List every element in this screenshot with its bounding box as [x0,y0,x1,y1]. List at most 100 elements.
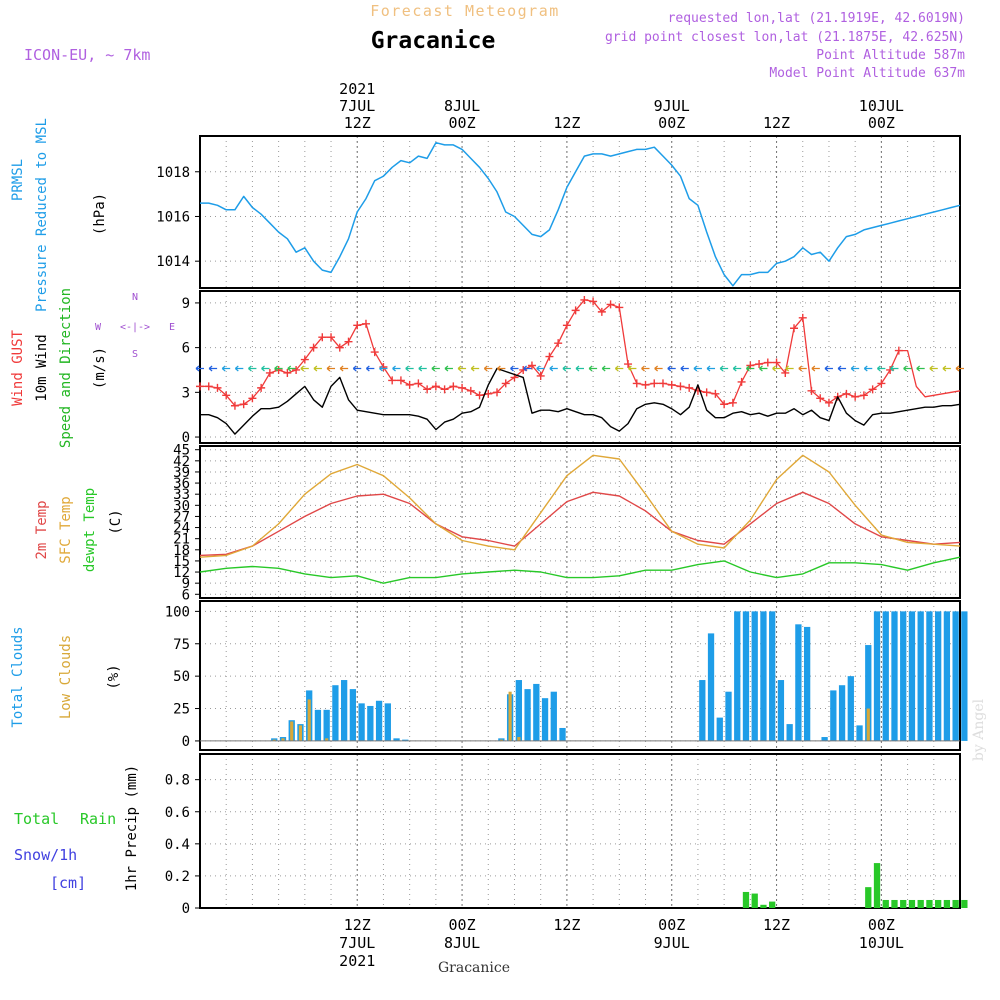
gust-marker [807,386,816,395]
total-cloud-bar [803,626,811,741]
low-cloud-bar [866,708,870,741]
low-cloud-bar [281,738,285,741]
low-cloud-bar [325,738,329,741]
wind-unit: (m/s) [92,347,108,389]
gust-marker [859,391,868,400]
gust-marker [536,371,545,380]
total-cloud-bar [847,676,854,741]
wind-dir-title: Speed and Direction [58,288,74,448]
gust-marker [868,385,877,394]
gust-marker [335,343,344,352]
wind-direction-arrow [195,365,204,372]
wind-direction-arrow [719,365,729,372]
bottom-time-label: 8JUL [444,934,480,952]
gust-marker [431,382,440,391]
compass-arrow: <-|-> [120,322,150,333]
wind-direction-arrow [955,365,964,372]
sfc-temp-line [199,454,961,558]
wind-direction-arrow [483,365,493,372]
precip-title: 1hr Precip (mm) [124,765,140,891]
gust-marker [737,377,746,386]
total-cloud-bar [943,611,951,741]
total-cloud-bar [838,685,846,741]
y-tick-label: 1018 [156,165,190,181]
model-altitude: Model Point Altitude 637m [769,66,965,81]
low-cloud-bar [508,691,512,741]
temp-unit: (C) [108,509,124,534]
total-cloud-bar [952,611,959,741]
gust-title: Wind GUST [10,330,26,406]
gust-marker [222,391,231,400]
top-time-label: 00Z [868,114,895,132]
pressure-title-2: Pressure Reduced to MSL [34,118,50,312]
gust-line [200,299,961,407]
y-tick-label: 0.4 [165,837,190,853]
total-cloud-bar [358,703,365,741]
gust-marker [755,360,764,369]
gust-marker [720,400,729,409]
total-cloud-bar [908,611,916,741]
gust-marker [842,389,851,398]
rain-bar [926,899,933,908]
y-tick-label: 15 [173,554,190,570]
gust-marker [370,348,379,357]
gust-marker [501,379,510,388]
wind-direction-arrow [470,365,480,372]
rain-bar [908,899,916,908]
gust-marker [894,346,903,355]
gust-marker [562,321,571,330]
bottom-time-label: 12Z [344,916,371,934]
gust-marker [632,379,641,388]
low-cloud-bar [272,739,276,741]
y-tick-label: 12 [173,565,190,581]
legend-snow-unit: [cm] [50,874,86,892]
plot-area: 1014101610180369691215182124273033363942… [10,80,968,970]
gust-marker [361,319,370,328]
gust-marker [606,300,615,309]
y-tick-label: 6 [182,341,190,357]
wind-direction-arrow [903,365,912,372]
model-label: ICON-EU, ~ 7km [24,46,150,64]
y-tick-label: 21 [173,532,190,548]
wind-direction-arrow [785,365,794,372]
total-cloud-bar [900,611,907,741]
gust-marker [327,333,336,342]
gust-marker [728,398,737,407]
total-cloud-bar [349,689,357,741]
grid-point-coords: grid point closest lon,lat (21.1875E, 42… [605,30,965,45]
gust-marker [493,388,502,397]
total-clouds-title: Total Clouds [10,626,26,727]
top-time-label: 10JUL [859,97,904,115]
point-altitude: Point Altitude 587m [816,48,965,63]
total-cloud-bar [742,611,750,741]
gust-marker [292,365,301,374]
footer-location: Gracanice [438,960,510,976]
wind-direction-arrow [732,365,742,372]
y-tick-label: 33 [173,487,190,503]
wind-direction-arrow [863,365,873,372]
gust-marker [527,361,536,370]
legend-total: Total [14,810,59,828]
top-time-label: 2021 [339,80,375,98]
total-cloud-bar [777,680,785,741]
location-title: Gracanice [371,28,496,54]
y-tick-label: 6 [182,587,190,603]
compass-rose: N S W E <-|-> [95,292,175,360]
top-time-label: 12Z [553,114,580,132]
total-cloud-bar [760,611,767,741]
wind-direction-arrow [706,365,716,372]
wind-direction-arrow [798,365,807,372]
gust-marker [458,383,467,392]
total-cloud-bar [725,691,732,741]
panel-4: 0 25 50 75 100 [165,600,961,751]
wind-direction-arrow [326,365,336,372]
wind-direction-arrow [562,365,571,372]
y-tick-label: 9 [182,576,190,592]
clouds-unit: (%) [106,664,122,689]
gust-marker [265,368,274,377]
top-time-label: 12Z [763,114,790,132]
rain-bar [873,863,881,908]
total-cloud-bar [323,709,330,741]
total-cloud-bar [926,611,933,741]
